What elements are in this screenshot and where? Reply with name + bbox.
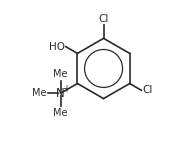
Text: Me: Me	[53, 69, 68, 79]
Text: Cl: Cl	[98, 14, 109, 24]
Text: Cl: Cl	[142, 85, 152, 95]
Text: +: +	[62, 84, 70, 94]
Text: Me: Me	[32, 88, 46, 98]
Text: N: N	[56, 87, 65, 100]
Text: Me: Me	[53, 108, 68, 118]
Text: HO: HO	[49, 42, 65, 52]
